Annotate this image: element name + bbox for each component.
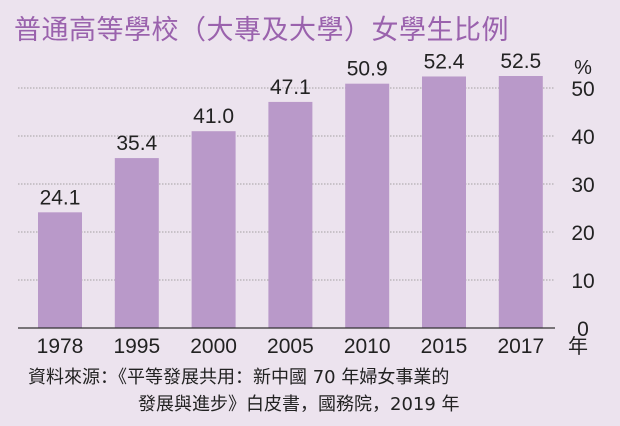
y-tick-label: 0 [577,318,589,341]
bar [268,101,313,328]
source-line-1: 資料來源：《平等發展共用：新中國 70 年婦女事業的 [28,367,450,388]
bar-value-label: 41.0 [193,105,234,128]
x-axis-labels: 1978 1995 2000 2005 2010 2015 2017 [37,335,545,358]
source-note: 資料來源：《平等發展共用：新中國 70 年婦女事業的 發展與進步》白皮書，國務院… [28,364,460,418]
x-tick-label: 1978 [37,335,84,358]
y-axis-labels: 0 10 20 30 40 50 [571,78,594,341]
bar [498,76,543,328]
y-axis-unit: % [574,57,592,79]
y-tick-label: 30 [571,174,594,197]
y-tick-label: 10 [571,270,594,293]
x-tick-label: 2010 [344,335,391,358]
bar-value-label: 52.5 [500,50,541,73]
bar [422,76,466,328]
value-labels: 24.1 35.4 41.0 47.1 50.9 52.4 52.5 [40,50,542,209]
bar-value-label: 50.9 [347,58,388,81]
x-tick-label: 2000 [190,335,237,358]
bar [114,158,159,328]
x-tick-label: 1995 [113,335,160,358]
bar-value-label: 52.4 [424,50,465,73]
y-tick-label: 50 [571,78,594,101]
y-tick-label: 40 [571,126,594,149]
bars [38,76,543,329]
bar [345,83,390,329]
bar-chart: 24.135.441.047.150.9 52.4 52.5 1978 1995 200… [18,50,595,358]
y-tick-label: 20 [571,222,594,245]
x-tick-label: 2005 [267,335,314,358]
bar [191,131,236,328]
chart-title: 普通高等學校（大專及大學）女學生比例 [14,15,509,46]
bar [38,212,82,328]
source-line-2: 發展與進步》白皮書，國務院，2019 年 [138,394,460,415]
x-axis-unit: 年 [568,334,588,358]
bar-value-label: 47.1 [270,76,311,99]
x-tick-label: 2017 [497,335,544,358]
x-tick-label: 2015 [421,335,468,358]
bar-value-label: 35.4 [116,132,157,155]
bar-value-label: 24.1 [40,186,81,209]
